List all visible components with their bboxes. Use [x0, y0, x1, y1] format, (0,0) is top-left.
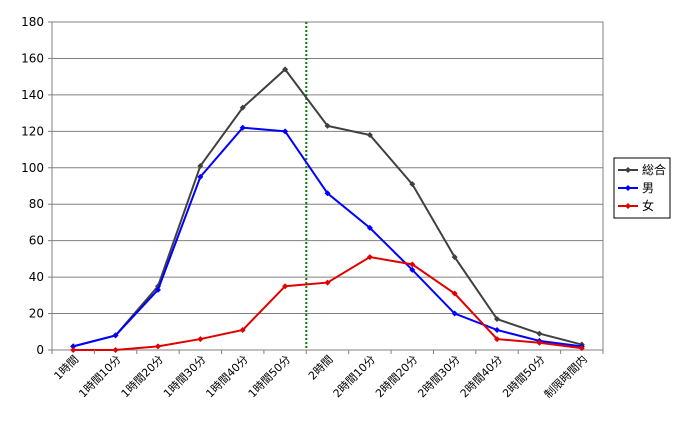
data-point [578, 345, 585, 352]
y-tick-label: 20 [29, 307, 44, 321]
grid-lines [52, 57, 603, 315]
data-point [239, 104, 246, 111]
x-tick-label: 1時間40分 [203, 353, 250, 400]
data-point [451, 290, 458, 297]
data-point [154, 286, 161, 293]
y-tick-label: 0 [36, 343, 44, 357]
data-point [536, 330, 543, 337]
x-tick-label: 1時間10分 [76, 353, 123, 400]
data-point [409, 261, 416, 268]
x-tick-label: 2時間20分 [373, 353, 420, 400]
x-tick-label: 2時間 [306, 353, 336, 383]
y-tick-label: 180 [21, 15, 44, 29]
y-axis: 0 20 40 60 80 100 120 140 160 180 [21, 15, 52, 357]
data-point [409, 181, 416, 188]
data-point [154, 343, 161, 350]
legend-marker [625, 167, 631, 173]
data-point [70, 343, 77, 350]
data-point [282, 128, 289, 135]
data-point [366, 224, 373, 231]
data-point [70, 347, 77, 353]
y-tick-label: 120 [21, 124, 44, 138]
legend-label: 女 [642, 198, 654, 213]
data-point [536, 339, 543, 346]
data-point [494, 316, 501, 323]
y-tick-label: 40 [29, 270, 44, 284]
data-point [324, 279, 331, 286]
x-tick-label: 1時間20分 [119, 353, 166, 400]
x-tick-label: 2時間50分 [500, 353, 547, 400]
x-tick-label: 2時間10分 [331, 353, 378, 400]
y-tick-label: 80 [29, 197, 44, 211]
data-point [112, 332, 119, 339]
data-point [324, 122, 331, 129]
legend-label: 男 [642, 181, 654, 195]
data-point [239, 326, 246, 333]
y-tick-label: 160 [21, 51, 44, 65]
data-point [282, 283, 289, 290]
y-tick-label: 100 [21, 161, 44, 175]
y-tick-label: 140 [21, 88, 44, 102]
x-tick-label: 1時間50分 [246, 353, 293, 400]
legend-label: 総合 [642, 162, 666, 177]
x-tick-label: 制限時間内 [541, 352, 590, 401]
plot-area [51, 21, 604, 351]
data-point [239, 124, 246, 131]
data-point [112, 347, 119, 353]
data-point [451, 310, 458, 317]
series-group [70, 66, 585, 353]
data-point [366, 131, 373, 138]
x-tick-label: 1時間30分 [161, 353, 208, 400]
legend-marker [625, 203, 631, 209]
series-line [73, 256, 582, 351]
data-point [324, 190, 331, 197]
data-point [451, 254, 458, 261]
x-tick-label: 1時間 [52, 353, 82, 383]
data-point [409, 266, 416, 273]
data-point [366, 254, 373, 261]
legend-marker [625, 185, 631, 191]
data-point [494, 326, 501, 333]
data-point [197, 173, 204, 180]
data-point [197, 162, 204, 169]
x-tick-label: 2時間30分 [415, 353, 462, 400]
series-line [72, 67, 583, 348]
x-tick-label: 2時間40分 [458, 353, 505, 400]
data-point [197, 336, 204, 343]
data-point [282, 66, 289, 73]
data-point [494, 336, 501, 343]
y-tick-label: 60 [29, 234, 44, 248]
